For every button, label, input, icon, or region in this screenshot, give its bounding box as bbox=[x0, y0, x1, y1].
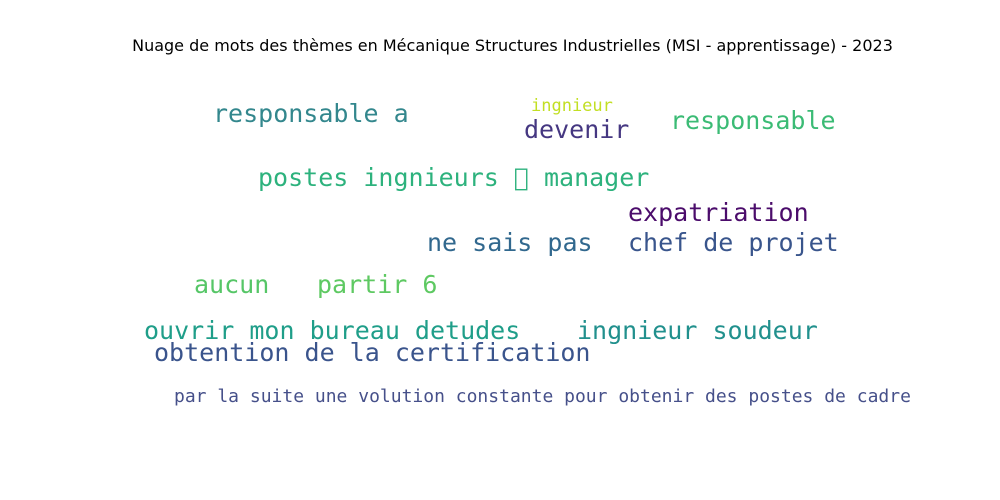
word: aucun bbox=[194, 270, 270, 299]
word: partir 6 bbox=[317, 270, 438, 299]
word: obtention de la certification bbox=[154, 338, 591, 367]
word: par la suite une volution constante pour… bbox=[174, 386, 911, 407]
word: ne sais pas bbox=[427, 228, 593, 257]
word: ingnieur bbox=[531, 96, 613, 116]
word: expatriation bbox=[628, 198, 809, 227]
word: responsable bbox=[670, 106, 836, 135]
word: postes ingnieurs ⃞ manager bbox=[258, 163, 650, 192]
chart-title: Nuage de mots des thèmes en Mécanique St… bbox=[132, 36, 893, 55]
word: devenir bbox=[524, 115, 630, 144]
word: chef de projet bbox=[628, 228, 839, 257]
word: ouvrir mon bureau detudes bbox=[144, 316, 521, 345]
word: responsable a bbox=[213, 99, 409, 128]
word: ingnieur soudeur bbox=[577, 316, 818, 345]
